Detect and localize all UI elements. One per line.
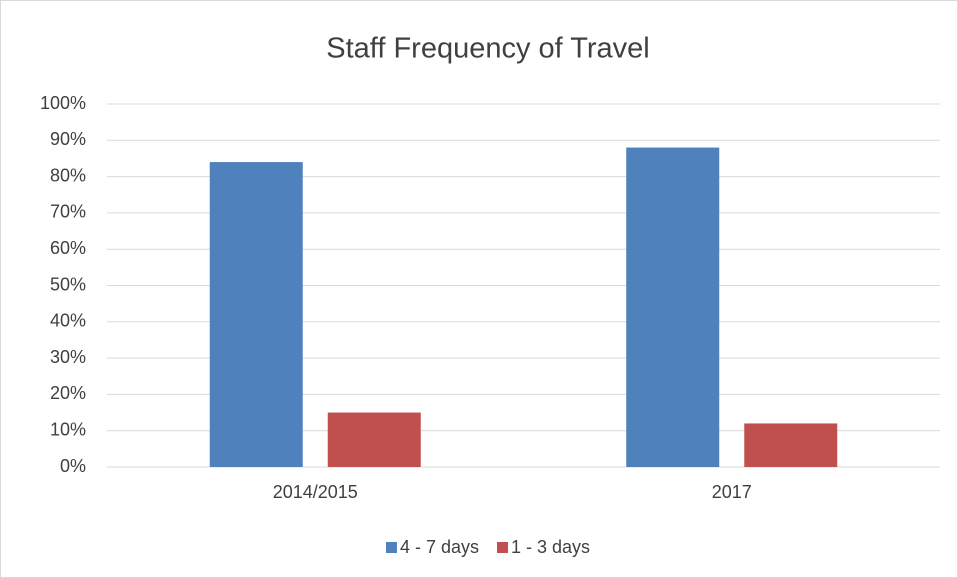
- chart-title: Staff Frequency of Travel: [326, 33, 649, 65]
- y-tick-label: 80%: [50, 165, 86, 185]
- x-tick-label: 2014/2015: [273, 482, 358, 502]
- legend-label: 1 - 3 days: [511, 537, 590, 557]
- bar: [626, 147, 720, 467]
- legend-label: 4 - 7 days: [400, 537, 479, 557]
- y-tick-label: 100%: [40, 93, 86, 113]
- x-tick-label: 2017: [712, 482, 752, 502]
- y-tick-label: 30%: [50, 347, 86, 367]
- legend-item: 4 - 7 days: [385, 537, 479, 557]
- y-tick-label: 0%: [60, 456, 86, 476]
- y-tick-label: 70%: [50, 202, 86, 222]
- y-tick-label: 50%: [50, 274, 86, 294]
- y-tick-label: 40%: [50, 311, 86, 331]
- bar: [744, 423, 838, 467]
- bar: [209, 162, 303, 467]
- legend-swatch: [385, 542, 397, 553]
- legend-item: 1 - 3 days: [497, 537, 590, 557]
- bar: [327, 412, 421, 467]
- y-tick-label: 20%: [50, 383, 86, 403]
- legend-swatch: [497, 542, 508, 553]
- y-tick-label: 60%: [50, 238, 86, 258]
- y-tick-label: 90%: [50, 129, 86, 149]
- y-tick-label: 10%: [50, 419, 86, 439]
